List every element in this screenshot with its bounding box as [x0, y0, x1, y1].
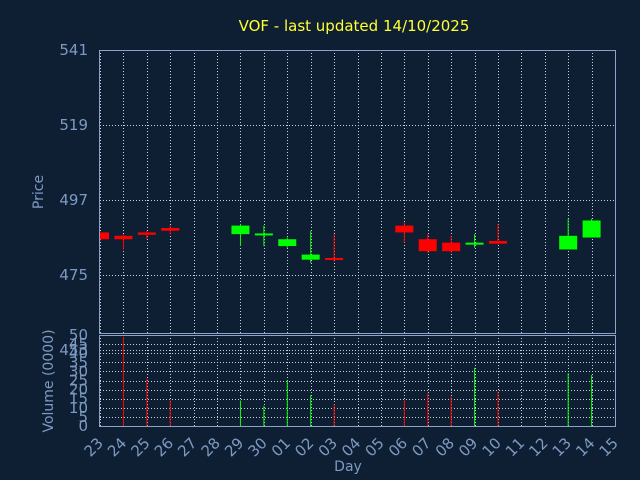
candle [582, 218, 601, 238]
candle-body [442, 242, 461, 252]
x-tick-label: 03 [315, 434, 341, 460]
volume-tick-label: 35 [69, 353, 88, 371]
candle [418, 234, 437, 253]
volume-tick-label: 45 [69, 335, 88, 353]
candle-body [395, 225, 414, 233]
x-tick-label: 28 [198, 434, 224, 460]
price-panel-frame [99, 50, 616, 334]
volume-panel-frame [99, 335, 616, 427]
volume-tick-label: 20 [69, 381, 88, 399]
price-tick-labels: 541 519 497 475 453 [59, 41, 88, 359]
x-tick-label: 23 [81, 434, 107, 460]
candle-body [582, 220, 601, 238]
volume-tick-label: 0 [78, 417, 88, 435]
candle [137, 230, 156, 240]
volume-tick-label: 10 [69, 399, 88, 417]
candle-body [465, 242, 484, 245]
candle [442, 235, 461, 253]
candle-body [137, 232, 156, 235]
x-tick-label: 07 [408, 434, 434, 460]
x-tick-label: 29 [221, 434, 247, 460]
candle-body [161, 227, 180, 231]
x-tick-label: 01 [268, 434, 294, 460]
x-tick-label: 30 [244, 434, 270, 460]
candle-body [100, 232, 109, 240]
candle-body [254, 233, 273, 236]
x-tick-label: 27 [174, 434, 200, 460]
candle [114, 234, 133, 250]
candle-body [325, 257, 344, 260]
candle-body [278, 239, 297, 247]
price-tick-label: 475 [59, 266, 88, 284]
candle-body [488, 240, 507, 244]
candle-body [559, 235, 578, 250]
volume-tick-label: 5 [78, 408, 88, 426]
candle [254, 225, 273, 247]
volume-bars [122, 336, 593, 426]
x-tick-label: 12 [525, 434, 551, 460]
candle-body [231, 225, 250, 235]
candle-body [301, 254, 320, 260]
price-grid [100, 50, 616, 351]
x-tick-label: 25 [127, 434, 153, 460]
x-tick-label: 11 [502, 434, 528, 460]
volume-grid [100, 335, 616, 427]
candle [231, 223, 250, 247]
chart-title: VOF - last updated 14/10/2025 [239, 17, 470, 35]
x-tick-label: 24 [104, 434, 130, 460]
candle [488, 223, 507, 245]
candle [559, 218, 578, 250]
x-tick-label: 26 [151, 434, 177, 460]
candle [278, 237, 297, 248]
volume-axis-label: Volume (0000) [41, 329, 57, 432]
volume-tick-label: 50 [69, 326, 88, 344]
candle [161, 225, 180, 235]
x-tick-label: 08 [432, 434, 458, 460]
x-tick-label: 13 [549, 434, 575, 460]
x-tick-label: 15 [596, 434, 622, 460]
candle [465, 234, 484, 248]
x-tick-labels: 2324252627282930010203040506070809101112… [81, 434, 622, 460]
x-tick-label: 05 [362, 434, 388, 460]
price-tick-label: 519 [59, 116, 88, 134]
candle-body [114, 235, 133, 240]
candle [301, 230, 320, 264]
x-tick-label: 06 [385, 434, 411, 460]
x-tick-label: 14 [572, 434, 598, 460]
volume-tick-label: 25 [69, 372, 88, 390]
price-axis-label: Price [31, 175, 47, 209]
candlesticks [99, 218, 601, 264]
volume-tick-label: 15 [69, 390, 88, 408]
price-tick-label: 541 [59, 41, 88, 59]
x-tick-label: 09 [455, 434, 481, 460]
candle [99, 232, 109, 241]
x-tick-label: 02 [291, 434, 317, 460]
price-tick-label: 497 [59, 191, 88, 209]
volume-tick-label: 30 [69, 362, 88, 380]
candle-body [418, 239, 437, 252]
candle [325, 234, 344, 262]
candle [395, 222, 414, 243]
price-tick-label: 453 [59, 341, 88, 359]
volume-tick-label: 40 [69, 344, 88, 362]
x-tick-label: 04 [338, 434, 364, 460]
x-tick-label: 10 [479, 434, 505, 460]
x-axis-label: Day [334, 459, 362, 475]
